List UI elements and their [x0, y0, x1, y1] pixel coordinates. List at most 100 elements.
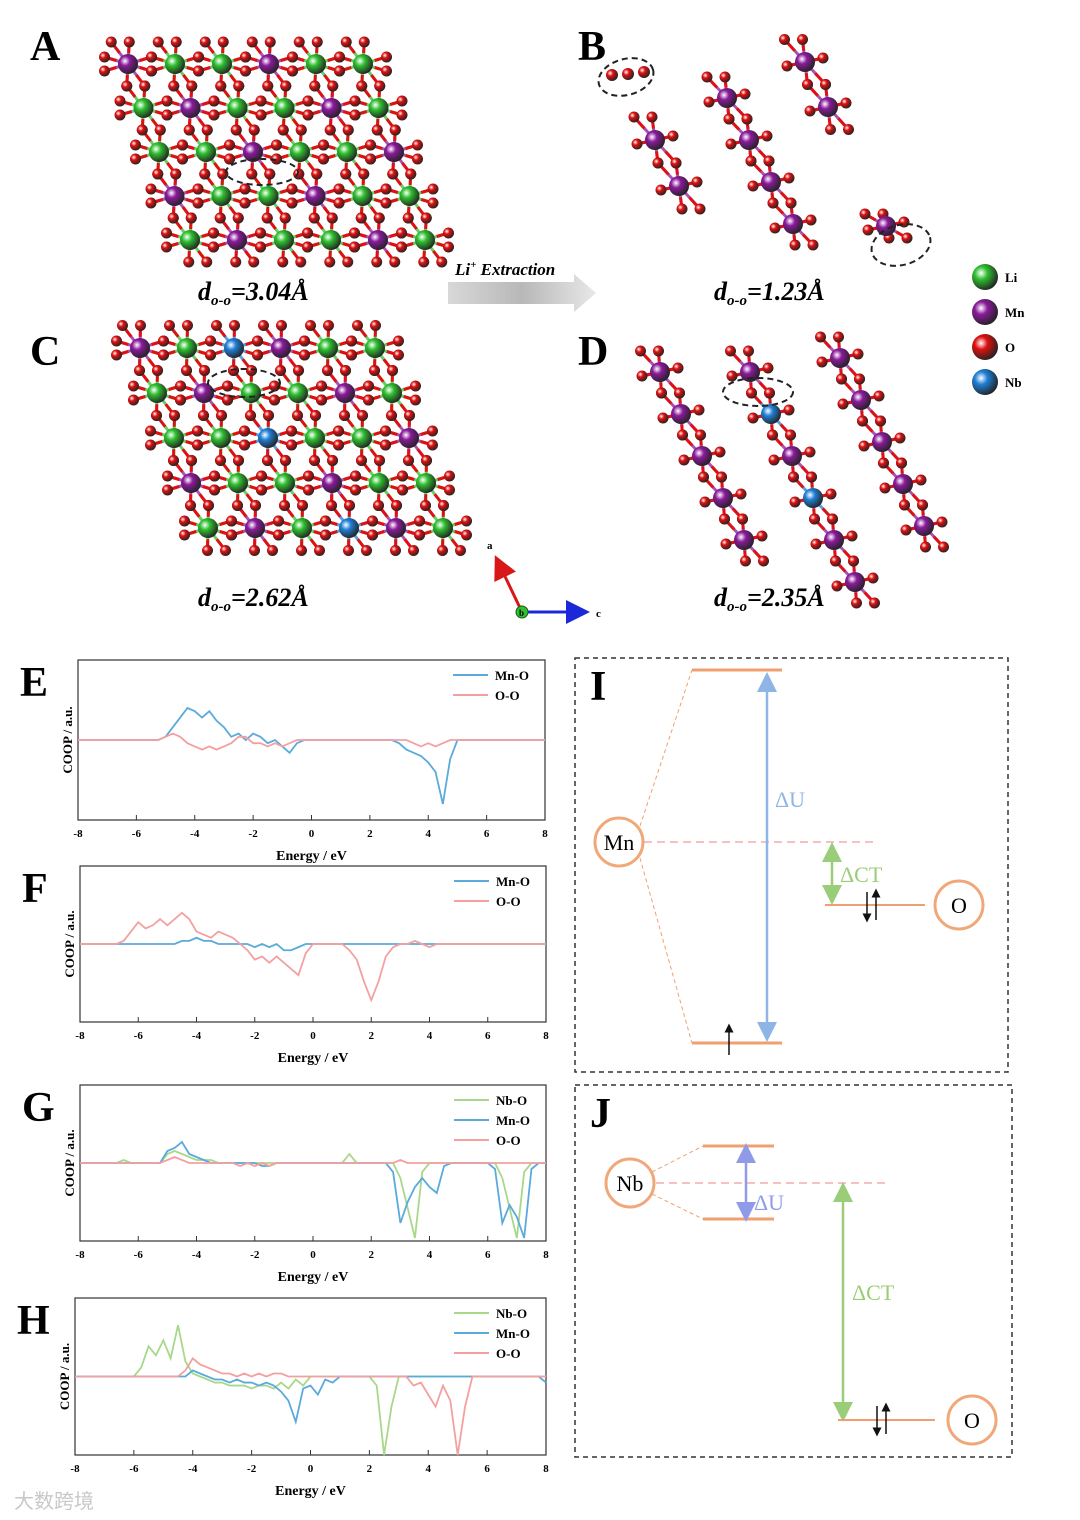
atom [410, 380, 421, 392]
atom [657, 412, 669, 424]
x-tick-label: 8 [543, 1249, 549, 1261]
atom [350, 484, 361, 496]
legend-label: Mn-O [496, 1326, 530, 1341]
atom [859, 208, 871, 220]
atom [350, 470, 361, 482]
atom [346, 349, 357, 361]
atom [698, 471, 709, 483]
atom [397, 470, 408, 482]
atom [873, 390, 885, 402]
atom [262, 455, 273, 466]
atom [691, 176, 703, 188]
atom [222, 380, 233, 392]
crystal-structures [99, 34, 949, 609]
atom [286, 439, 297, 451]
atom [290, 142, 310, 162]
atom [695, 429, 706, 441]
atom [713, 488, 733, 508]
atom [295, 256, 307, 268]
atom [198, 410, 209, 421]
x-tick-label: 4 [427, 1249, 433, 1261]
x-tick-label: 2 [369, 1030, 375, 1042]
atom [128, 394, 139, 406]
atom [386, 410, 397, 421]
atom [145, 197, 157, 209]
atom [854, 373, 865, 385]
atom [367, 529, 378, 541]
atom [277, 124, 289, 136]
atom [726, 370, 738, 382]
atom [277, 256, 289, 268]
atom [628, 111, 640, 123]
atom [384, 142, 404, 162]
atom [249, 545, 260, 556]
arrow-suffix: Extraction [476, 260, 555, 279]
atom [370, 320, 381, 331]
atom [846, 530, 858, 542]
ligand-label: O [951, 893, 967, 918]
atom [233, 455, 244, 466]
atom [305, 320, 316, 331]
atom [371, 256, 383, 268]
atom [269, 394, 280, 406]
atom [368, 230, 388, 250]
atom [438, 500, 449, 511]
atom [768, 454, 780, 466]
ellipse [225, 158, 299, 186]
atom [769, 222, 781, 234]
atom [365, 139, 376, 151]
diagram-j: J Nb ΔU ΔCT O [574, 1084, 1013, 1458]
atom [334, 51, 345, 63]
atom [337, 142, 357, 162]
series-line [75, 1369, 547, 1426]
atom [245, 518, 265, 538]
atom [308, 212, 320, 224]
atom [293, 365, 304, 376]
atom [646, 111, 658, 123]
atom [433, 518, 453, 538]
atom [327, 80, 339, 92]
atom [676, 203, 688, 215]
coop-charts: E -8 -6 -4 -2 0 2 4 6 8 Energy / eV COOP / a.u. Mn-O… [17, 659, 549, 1499]
atom [669, 176, 689, 196]
atom [255, 109, 267, 121]
panel-label: I [590, 664, 606, 710]
atom [830, 555, 841, 567]
atom [128, 380, 139, 392]
atom [363, 380, 374, 392]
atom [342, 124, 354, 136]
y-axis-label: COOP / a.u. [57, 1343, 72, 1410]
atom [444, 484, 455, 496]
arrow-text: Li [454, 260, 470, 279]
ellipse [207, 368, 281, 398]
atom [389, 256, 401, 268]
ellipse [597, 57, 655, 97]
subscript: o-o [727, 599, 747, 615]
atom [117, 320, 128, 331]
atom [340, 365, 351, 376]
atom [309, 455, 320, 466]
atom [397, 484, 408, 496]
atom [352, 186, 373, 206]
atom [767, 197, 779, 209]
x-tick-label: -2 [250, 1249, 260, 1261]
atom [246, 36, 258, 48]
atom [180, 98, 201, 118]
atom [161, 95, 173, 107]
atom [894, 432, 906, 444]
x-tick-label: -4 [190, 828, 200, 840]
atom [227, 98, 248, 118]
atom [288, 383, 308, 403]
atom [396, 241, 407, 253]
x-tick-label: 0 [310, 1249, 316, 1261]
atom [720, 538, 732, 550]
x-tick-label: 0 [309, 828, 315, 840]
atom [318, 139, 329, 151]
atom [147, 383, 167, 403]
atom [226, 515, 237, 527]
atom [215, 455, 226, 466]
atom [273, 529, 284, 541]
atom [739, 130, 759, 150]
x-tick-label: -8 [70, 1463, 80, 1475]
atom [762, 362, 774, 374]
